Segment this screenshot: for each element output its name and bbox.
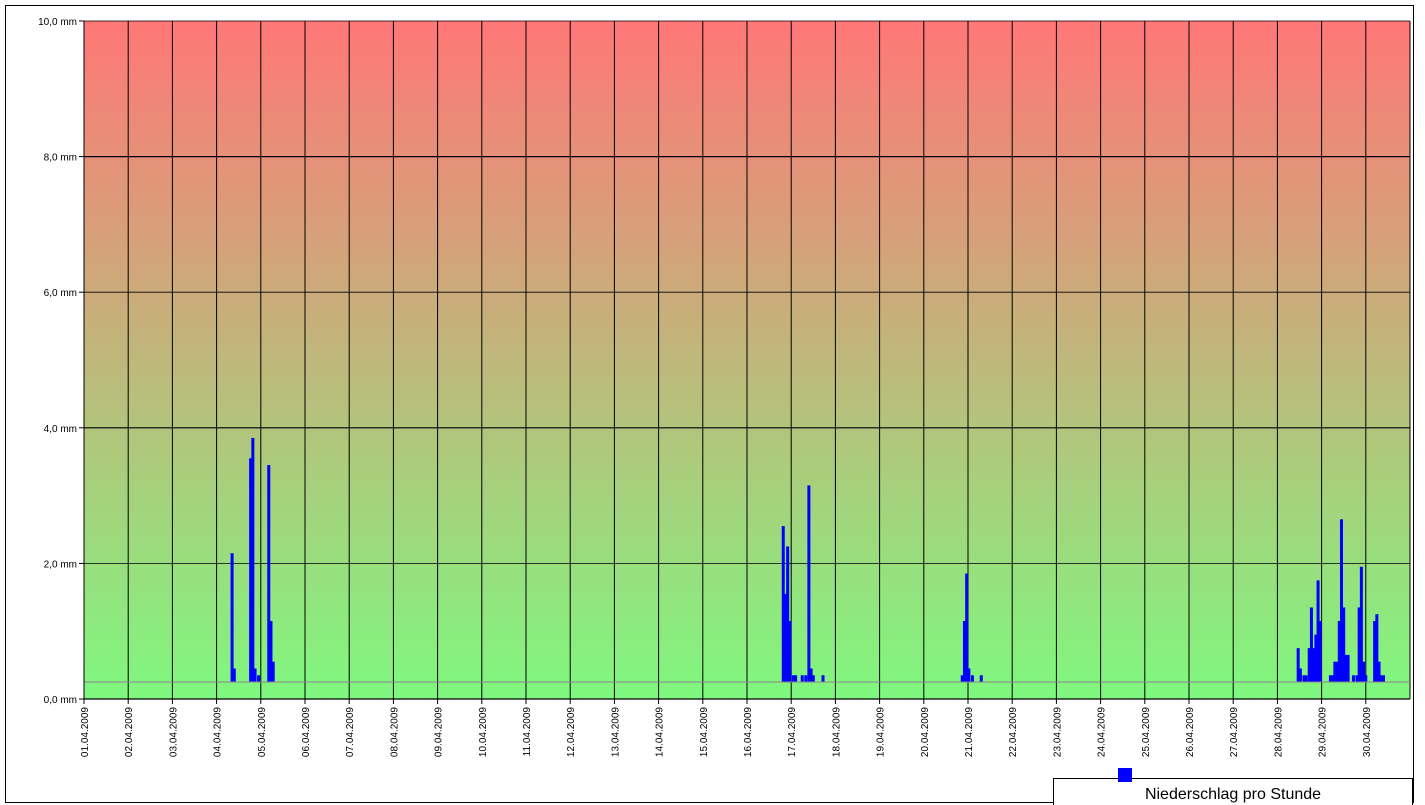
precipitation-bar (1346, 654, 1350, 683)
precipitation-bar (251, 437, 255, 683)
precipitation-bar (1312, 648, 1316, 683)
x-tick-label: 17.04.2009 (787, 707, 798, 757)
precipitation-bar (967, 668, 971, 683)
precipitation-bar (232, 668, 236, 683)
precipitation-bar (1355, 675, 1359, 683)
precipitation-bar (791, 675, 795, 683)
precipitation-bar (807, 485, 811, 683)
x-tick-label: 29.04.2009 (1318, 707, 1329, 757)
precipitation-bar (1344, 654, 1348, 683)
precipitation-bar (962, 621, 966, 683)
precipitation-bar (1359, 566, 1363, 683)
precipitation-bar (230, 553, 234, 683)
x-tick-label: 16.04.2009 (743, 707, 754, 757)
y-tick-label: 10,0 mm (38, 17, 77, 28)
precipitation-bar (1331, 675, 1335, 683)
x-tick-label: 02.04.2009 (124, 707, 135, 757)
x-tick-label: 05.04.2009 (257, 707, 268, 757)
precipitation-bar (804, 675, 808, 683)
precipitation-bar (1316, 580, 1320, 683)
precipitation-bar (794, 675, 798, 683)
y-tick-label: 2,0 mm (44, 559, 77, 570)
precipitation-bar (1357, 607, 1361, 683)
precipitation-bar (1304, 675, 1308, 683)
x-tick-label: 12.04.2009 (566, 707, 577, 757)
precipitation-bar (821, 675, 825, 683)
precipitation-bar (783, 593, 787, 683)
y-tick-label: 0,0 mm (44, 695, 77, 706)
x-tick-label: 21.04.2009 (964, 707, 975, 757)
x-tick-label: 20.04.2009 (920, 707, 931, 757)
precipitation-bar (970, 675, 974, 683)
precipitation-bar (1302, 675, 1306, 683)
x-tick-label: 10.04.2009 (478, 707, 489, 757)
precipitation-bar (1318, 621, 1322, 683)
x-tick-label: 30.04.2009 (1362, 707, 1373, 757)
x-tick-label: 22.04.2009 (1008, 707, 1019, 757)
precipitation-bar (965, 573, 969, 683)
precipitation-bar (253, 668, 257, 683)
x-tick-label: 11.04.2009 (522, 707, 533, 757)
precipitation-bar (1375, 614, 1379, 683)
precipitation-bar (271, 661, 275, 683)
precipitation-bar (1381, 675, 1385, 683)
x-tick-label: 25.04.2009 (1141, 707, 1152, 757)
precipitation-bar (811, 675, 815, 683)
precipitation-bar (1339, 519, 1343, 683)
x-tick-label: 04.04.2009 (213, 707, 224, 757)
y-tick-label: 6,0 mm (44, 288, 77, 299)
precipitation-bar (788, 621, 792, 683)
precipitation-bar (1342, 607, 1346, 683)
precipitation-bar (809, 668, 813, 683)
x-tick-label: 03.04.2009 (168, 707, 179, 757)
x-tick-label: 13.04.2009 (610, 707, 621, 757)
precipitation-bar (1373, 621, 1377, 683)
x-tick-label: 08.04.2009 (389, 707, 400, 757)
x-tick-label: 28.04.2009 (1273, 707, 1284, 757)
x-tick-label: 26.04.2009 (1185, 707, 1196, 757)
y-tick-label: 8,0 mm (44, 153, 77, 164)
precipitation-bar (1351, 675, 1355, 683)
precipitation-bar (960, 675, 964, 683)
precipitation-bar (1309, 607, 1313, 683)
x-tick-label: 23.04.2009 (1052, 707, 1063, 757)
x-tick-label: 01.04.2009 (80, 707, 91, 757)
precipitation-bar (249, 458, 253, 683)
precipitation-bar (1298, 668, 1302, 683)
precipitation-bar (1333, 661, 1337, 683)
x-tick-label: 09.04.2009 (434, 707, 445, 757)
x-tick-label: 19.04.2009 (876, 707, 887, 757)
y-tick-label: 4,0 mm (44, 424, 77, 435)
precipitation-bar (1328, 675, 1332, 683)
precipitation-bar (781, 526, 785, 683)
precipitation-bar (1364, 675, 1368, 683)
precipitation-bar (1335, 661, 1339, 683)
legend-box (1053, 778, 1413, 805)
precipitation-bar (1307, 648, 1311, 683)
x-tick-label: 15.04.2009 (699, 707, 710, 757)
x-tick-label: 24.04.2009 (1097, 707, 1108, 757)
x-tick-label: 06.04.2009 (301, 707, 312, 757)
x-tick-label: 27.04.2009 (1229, 707, 1240, 757)
precipitation-bar (786, 546, 790, 683)
precipitation-bar (1314, 634, 1318, 683)
precipitation-bar (1377, 661, 1381, 683)
precipitation-bar (1362, 661, 1366, 683)
precipitation-bar (1296, 648, 1300, 683)
precipitation-bar (257, 675, 261, 683)
precipitation-bar (1379, 675, 1383, 683)
precipitation-bar (269, 621, 273, 683)
precipitation-bar (267, 465, 271, 683)
precipitation-bar (979, 675, 983, 683)
legend-label: Niederschlag pro Stunde (1144, 786, 1322, 803)
x-tick-label: 07.04.2009 (345, 707, 356, 757)
x-tick-label: 18.04.2009 (831, 707, 842, 757)
legend-marker (1118, 768, 1132, 782)
precipitation-bar (800, 675, 804, 683)
x-tick-label: 14.04.2009 (655, 707, 666, 757)
precipitation-bar (1337, 621, 1341, 683)
